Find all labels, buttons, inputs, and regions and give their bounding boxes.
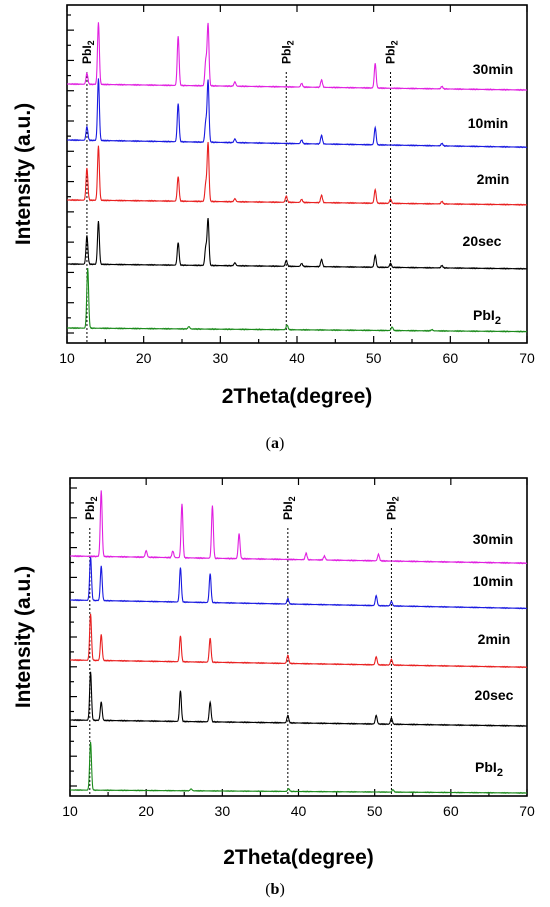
series-label: 10min [468, 115, 508, 131]
series-label: 2min [478, 631, 511, 647]
series-line [66, 141, 528, 207]
series-label: 2min [477, 171, 510, 187]
y-axis-title: Intensity (a.u.) [12, 103, 35, 245]
series-label: PbI2 [473, 307, 501, 327]
series-line [69, 556, 528, 610]
series-label: 10min [473, 573, 513, 589]
x-tick-label: 50 [366, 350, 382, 366]
x-tick-label: 60 [443, 350, 459, 366]
x-axis-title: 2Theta(degree) [222, 385, 373, 408]
panel-b: 10 20 30 40 50 60 70 2Theta(degree) Intensity (a… [12, 477, 535, 898]
series-line [69, 741, 528, 795]
x-tick-label: 20 [138, 803, 154, 819]
x-axis-title: 2Theta(degree) [223, 846, 374, 869]
series-line [66, 267, 528, 333]
x-tick-label: 30 [213, 350, 229, 366]
reference-line-label: PbI2 [279, 40, 295, 64]
x-tick-label: 20 [136, 350, 152, 366]
reference-line-label: PbI2 [384, 40, 400, 64]
x-tick-label: 70 [519, 350, 535, 366]
plot-frame [69, 477, 528, 797]
series-line [66, 22, 528, 92]
reference-line-label: PbI2 [281, 496, 297, 520]
x-tick-label: 10 [62, 803, 78, 819]
x-tick-label: 40 [289, 350, 305, 366]
series-line [66, 78, 528, 149]
x-tick-label: 70 [519, 803, 535, 819]
reference-line-label: PbI2 [384, 496, 400, 520]
series-label: 30min [473, 61, 513, 77]
series-label: 20sec [475, 687, 514, 703]
x-tick-label: 30 [215, 803, 231, 819]
plot-frame [66, 4, 528, 344]
figure-caption: (b) [265, 881, 285, 898]
series-label: 30min [473, 531, 513, 547]
reference-line-label: PbI2 [83, 496, 99, 520]
x-tick-label: 60 [443, 803, 459, 819]
x-tick-label: 10 [59, 350, 75, 366]
x-tick-label: 40 [291, 803, 307, 819]
panel-a: 10 20 30 40 50 60 70 2Theta(degree) Intensity (a… [12, 4, 535, 452]
series-line [66, 218, 528, 271]
series-label: PbI2 [475, 759, 503, 779]
series-label: 20sec [463, 233, 502, 249]
series-line [69, 613, 528, 669]
x-tick-label: 50 [367, 803, 383, 819]
reference-line-label: PbI2 [80, 40, 96, 64]
figure-caption: (a) [266, 435, 285, 452]
series-line [69, 490, 528, 565]
series-line [69, 671, 528, 728]
y-axis-title: Intensity (a.u.) [12, 566, 35, 708]
